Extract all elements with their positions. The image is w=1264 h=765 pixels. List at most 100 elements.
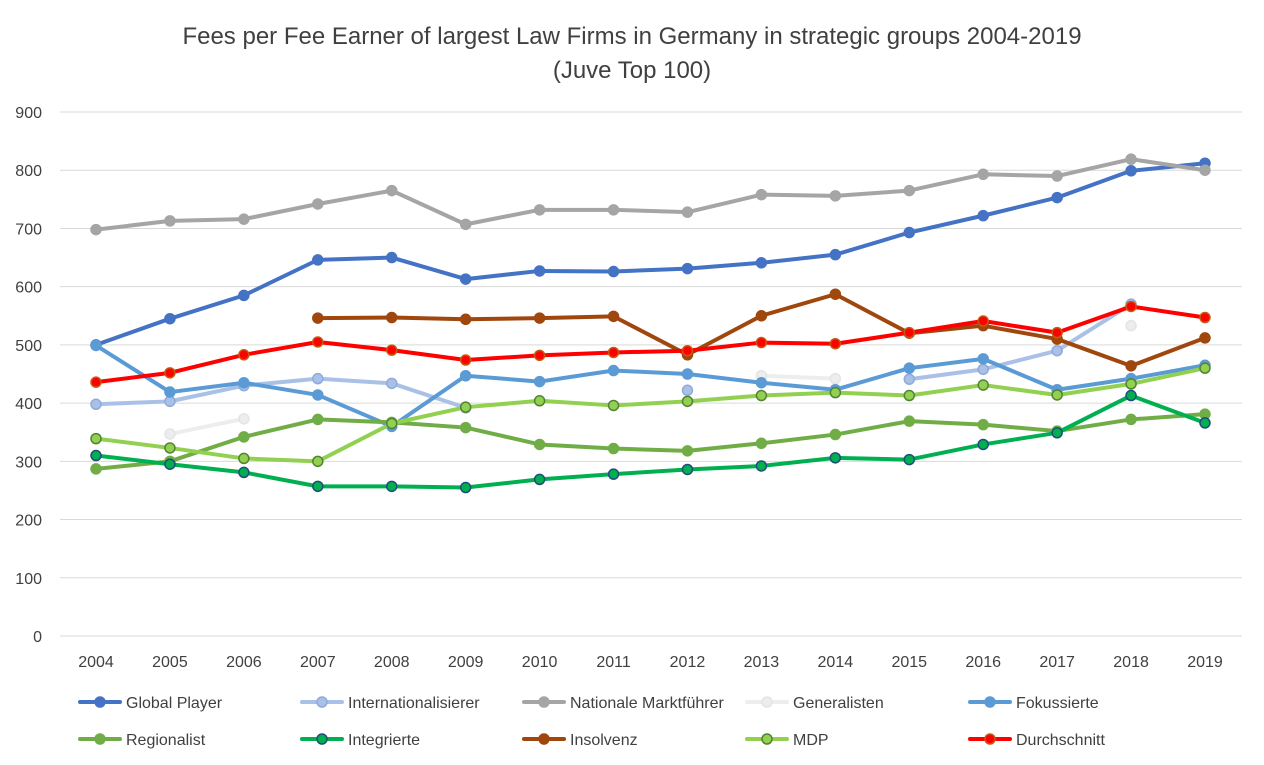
data-point bbox=[755, 257, 768, 269]
data-point bbox=[607, 310, 620, 323]
series-nationale-marktf-hrer bbox=[90, 153, 1211, 236]
data-point bbox=[977, 363, 989, 376]
legend-item: Internationalisierer bbox=[300, 695, 480, 712]
data-point bbox=[1051, 170, 1063, 182]
x-axis-ticks: 2004 2005 2006 2007 2008 2009 2010 2011 2012 2013… bbox=[78, 654, 1223, 671]
data-point bbox=[1051, 427, 1063, 439]
data-point bbox=[607, 346, 620, 359]
data-point bbox=[90, 339, 102, 352]
data-point bbox=[238, 376, 250, 389]
legend-label: Fokussierte bbox=[1016, 695, 1099, 712]
data-point bbox=[681, 395, 694, 408]
y-tick-label: 900 bbox=[15, 105, 42, 122]
data-point bbox=[164, 442, 176, 454]
data-point bbox=[607, 265, 620, 278]
series-line bbox=[315, 292, 1207, 368]
data-point bbox=[533, 375, 546, 388]
data-point bbox=[238, 466, 250, 479]
data-point bbox=[312, 413, 324, 426]
legend-item: Insolvenz bbox=[522, 732, 638, 749]
data-point bbox=[90, 432, 102, 445]
legend-marker bbox=[94, 733, 106, 745]
data-point bbox=[385, 311, 398, 324]
data-point bbox=[1125, 378, 1137, 390]
data-point bbox=[385, 377, 398, 390]
data-point bbox=[1125, 300, 1137, 313]
legend-item: Nationale Marktführer bbox=[522, 695, 725, 712]
y-tick-label: 200 bbox=[15, 513, 42, 530]
data-point bbox=[829, 288, 842, 300]
data-point bbox=[903, 362, 916, 374]
data-point bbox=[681, 384, 694, 397]
series-global-player bbox=[90, 157, 1211, 351]
data-point bbox=[164, 312, 176, 325]
data-point bbox=[90, 223, 102, 236]
data-point bbox=[238, 289, 250, 302]
data-point bbox=[977, 168, 989, 181]
x-tick-label: 2018 bbox=[1113, 654, 1149, 671]
legend-item: MDP bbox=[745, 732, 829, 749]
series-line bbox=[94, 376, 468, 410]
data-point bbox=[607, 442, 620, 455]
data-point bbox=[1051, 191, 1063, 204]
legend-label: Durchschnitt bbox=[1016, 732, 1105, 749]
data-point bbox=[1125, 389, 1137, 402]
data-point bbox=[903, 415, 916, 427]
data-point bbox=[238, 452, 250, 465]
y-tick-label: 400 bbox=[15, 396, 42, 413]
data-point bbox=[681, 262, 694, 275]
series-durchschnitt bbox=[90, 300, 1211, 388]
data-point bbox=[977, 315, 989, 327]
y-tick-label: 0 bbox=[33, 629, 42, 646]
data-point bbox=[312, 336, 324, 348]
series-line bbox=[94, 343, 1207, 429]
legend-marker bbox=[984, 733, 996, 745]
data-point bbox=[312, 480, 324, 493]
data-point bbox=[829, 452, 842, 464]
data-point bbox=[903, 184, 916, 197]
data-point bbox=[459, 273, 472, 285]
legend-marker bbox=[316, 696, 328, 708]
data-point bbox=[385, 184, 398, 197]
legend-item: Regionalist bbox=[78, 732, 206, 749]
data-point bbox=[1051, 389, 1063, 401]
data-point bbox=[238, 213, 250, 225]
x-tick-label: 2019 bbox=[1187, 654, 1223, 671]
data-point bbox=[829, 248, 842, 261]
y-tick-label: 800 bbox=[15, 163, 42, 180]
series-line bbox=[94, 366, 1207, 464]
data-point bbox=[1125, 360, 1137, 372]
data-point bbox=[1199, 417, 1211, 429]
data-point bbox=[681, 368, 694, 380]
data-point bbox=[164, 395, 176, 408]
legend-item: Durchschnitt bbox=[968, 732, 1105, 749]
data-point bbox=[459, 369, 472, 382]
chart-title: Fees per Fee Earner of largest Law Firms… bbox=[182, 23, 1081, 50]
data-point bbox=[681, 445, 694, 457]
data-point bbox=[459, 218, 472, 231]
y-tick-label: 700 bbox=[15, 221, 42, 238]
data-point bbox=[459, 401, 472, 413]
legend-label: Global Player bbox=[126, 695, 223, 712]
x-tick-label: 2016 bbox=[965, 654, 1001, 671]
x-tick-label: 2012 bbox=[670, 654, 706, 671]
data-point bbox=[977, 418, 989, 431]
data-point bbox=[829, 337, 842, 350]
legend-item: Fokussierte bbox=[968, 695, 1099, 712]
x-tick-label: 2005 bbox=[152, 654, 188, 671]
data-point bbox=[164, 215, 176, 227]
data-point bbox=[607, 204, 620, 216]
legend-marker bbox=[538, 733, 550, 745]
x-tick-label: 2015 bbox=[891, 654, 927, 671]
x-tick-label: 2006 bbox=[226, 654, 262, 671]
data-point bbox=[755, 336, 768, 349]
data-point bbox=[829, 372, 842, 385]
chart-subtitle: (Juve Top 100) bbox=[553, 57, 711, 84]
legend-label: Regionalist bbox=[126, 732, 206, 749]
data-point bbox=[533, 438, 546, 451]
x-tick-label: 2008 bbox=[374, 654, 410, 671]
data-point bbox=[755, 376, 768, 389]
data-point bbox=[1199, 164, 1211, 176]
series-line bbox=[167, 416, 246, 436]
